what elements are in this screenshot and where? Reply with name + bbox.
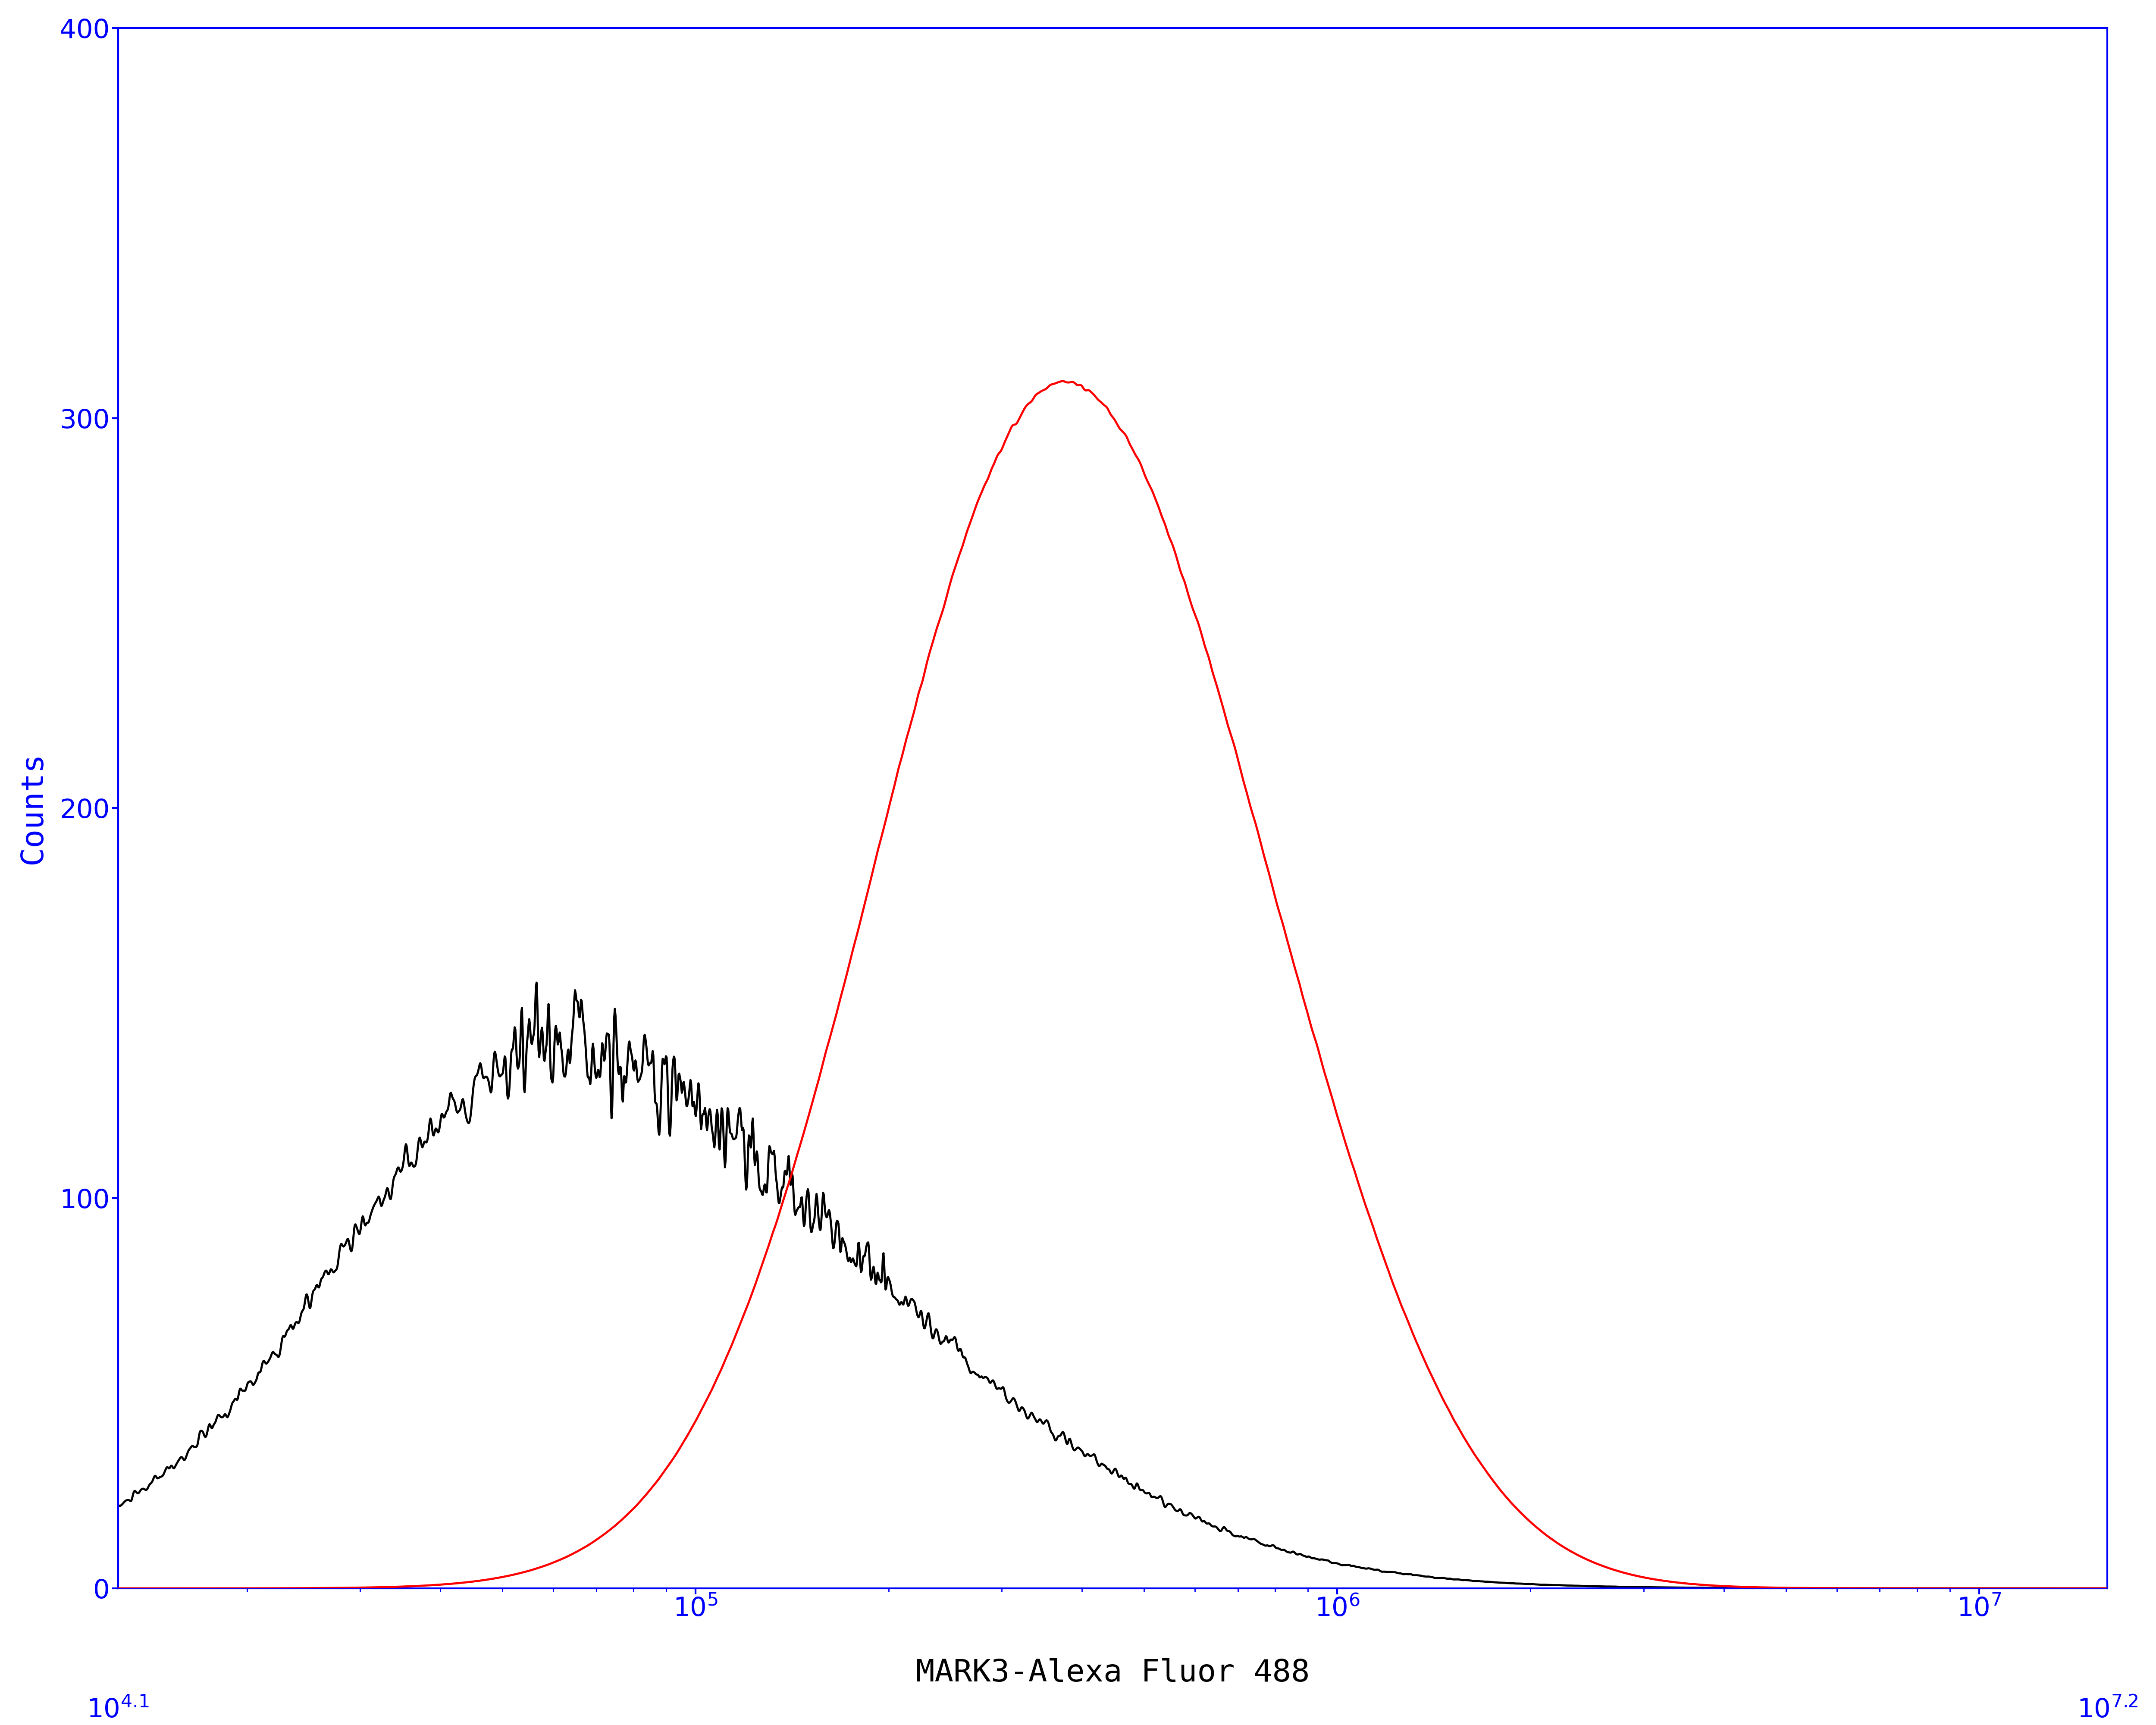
X-axis label: MARK3-Alexa Fluor 488: MARK3-Alexa Fluor 488 [916,1658,1309,1687]
Text: $10^{4.1}$: $10^{4.1}$ [86,1697,149,1723]
Y-axis label: Counts: Counts [17,752,47,864]
Text: $10^{7.2}$: $10^{7.2}$ [2076,1697,2139,1723]
